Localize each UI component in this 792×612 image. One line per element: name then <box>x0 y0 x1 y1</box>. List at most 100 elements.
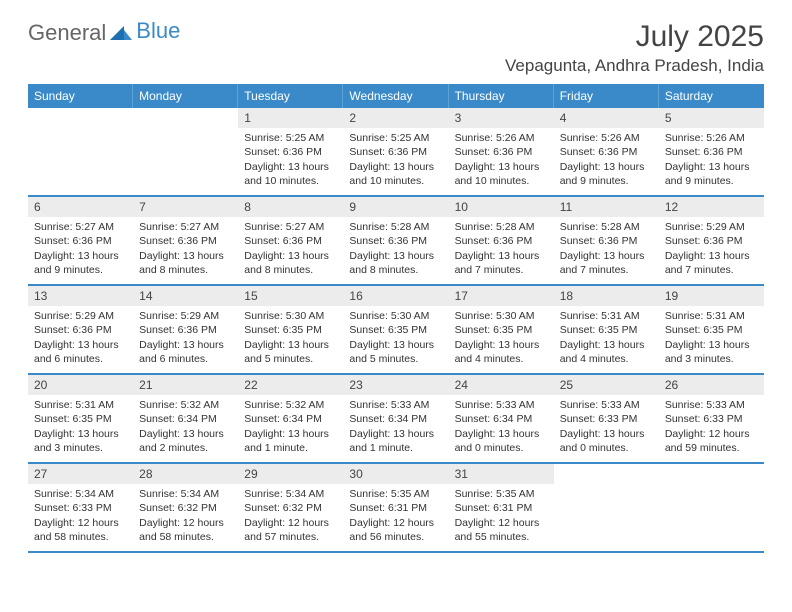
sunset-text: Sunset: 6:36 PM <box>139 234 232 248</box>
sunset-text: Sunset: 6:35 PM <box>34 412 127 426</box>
sunset-text: Sunset: 6:35 PM <box>244 323 337 337</box>
day-details: Sunrise: 5:26 AMSunset: 6:36 PMDaylight:… <box>449 128 554 195</box>
day-number: 19 <box>659 286 764 306</box>
calendar-cell: 12Sunrise: 5:29 AMSunset: 6:36 PMDayligh… <box>659 197 764 284</box>
sunrise-text: Sunrise: 5:34 AM <box>139 487 232 501</box>
sunset-text: Sunset: 6:35 PM <box>560 323 653 337</box>
weekday-label: Monday <box>133 84 238 108</box>
calendar-cell: 28Sunrise: 5:34 AMSunset: 6:32 PMDayligh… <box>133 464 238 551</box>
daylight-text: Daylight: 12 hours and 58 minutes. <box>34 516 127 545</box>
day-details: Sunrise: 5:33 AMSunset: 6:34 PMDaylight:… <box>343 395 448 462</box>
sunset-text: Sunset: 6:34 PM <box>349 412 442 426</box>
daylight-text: Daylight: 13 hours and 9 minutes. <box>560 160 653 189</box>
day-number: 14 <box>133 286 238 306</box>
calendar-week: 27Sunrise: 5:34 AMSunset: 6:33 PMDayligh… <box>28 464 764 553</box>
day-number: 2 <box>343 108 448 128</box>
calendar-cell: 21Sunrise: 5:32 AMSunset: 6:34 PMDayligh… <box>133 375 238 462</box>
daylight-text: Daylight: 13 hours and 8 minutes. <box>139 249 232 278</box>
day-details: Sunrise: 5:34 AMSunset: 6:32 PMDaylight:… <box>238 484 343 551</box>
calendar-cell: 30Sunrise: 5:35 AMSunset: 6:31 PMDayligh… <box>343 464 448 551</box>
sunset-text: Sunset: 6:36 PM <box>139 323 232 337</box>
sunrise-text: Sunrise: 5:33 AM <box>665 398 758 412</box>
day-number: 18 <box>554 286 659 306</box>
sunset-text: Sunset: 6:32 PM <box>244 501 337 515</box>
sunset-text: Sunset: 6:36 PM <box>665 234 758 248</box>
calendar-cell: 1Sunrise: 5:25 AMSunset: 6:36 PMDaylight… <box>238 108 343 195</box>
day-number: 6 <box>28 197 133 217</box>
sunrise-text: Sunrise: 5:28 AM <box>560 220 653 234</box>
weekday-header: SundayMondayTuesdayWednesdayThursdayFrid… <box>28 84 764 108</box>
day-number: 25 <box>554 375 659 395</box>
day-details: Sunrise: 5:30 AMSunset: 6:35 PMDaylight:… <box>343 306 448 373</box>
daylight-text: Daylight: 13 hours and 10 minutes. <box>349 160 442 189</box>
calendar-cell-empty <box>28 108 133 195</box>
day-details: Sunrise: 5:28 AMSunset: 6:36 PMDaylight:… <box>343 217 448 284</box>
day-details: Sunrise: 5:29 AMSunset: 6:36 PMDaylight:… <box>28 306 133 373</box>
daylight-text: Daylight: 12 hours and 59 minutes. <box>665 427 758 456</box>
day-number: 13 <box>28 286 133 306</box>
calendar-cell: 4Sunrise: 5:26 AMSunset: 6:36 PMDaylight… <box>554 108 659 195</box>
day-number: 9 <box>343 197 448 217</box>
sunrise-text: Sunrise: 5:27 AM <box>34 220 127 234</box>
sunset-text: Sunset: 6:31 PM <box>455 501 548 515</box>
daylight-text: Daylight: 13 hours and 4 minutes. <box>560 338 653 367</box>
sunrise-text: Sunrise: 5:29 AM <box>139 309 232 323</box>
daylight-text: Daylight: 13 hours and 0 minutes. <box>455 427 548 456</box>
calendar-cell: 14Sunrise: 5:29 AMSunset: 6:36 PMDayligh… <box>133 286 238 373</box>
calendar-cell: 2Sunrise: 5:25 AMSunset: 6:36 PMDaylight… <box>343 108 448 195</box>
day-number: 5 <box>659 108 764 128</box>
day-details: Sunrise: 5:33 AMSunset: 6:33 PMDaylight:… <box>659 395 764 462</box>
daylight-text: Daylight: 13 hours and 10 minutes. <box>455 160 548 189</box>
day-number: 7 <box>133 197 238 217</box>
day-number: 28 <box>133 464 238 484</box>
day-number: 23 <box>343 375 448 395</box>
day-number: 29 <box>238 464 343 484</box>
sunrise-text: Sunrise: 5:33 AM <box>349 398 442 412</box>
day-number: 24 <box>449 375 554 395</box>
sunset-text: Sunset: 6:36 PM <box>455 234 548 248</box>
sunrise-text: Sunrise: 5:35 AM <box>455 487 548 501</box>
calendar-cell-empty <box>133 108 238 195</box>
daylight-text: Daylight: 13 hours and 10 minutes. <box>244 160 337 189</box>
calendar-cell: 18Sunrise: 5:31 AMSunset: 6:35 PMDayligh… <box>554 286 659 373</box>
day-details: Sunrise: 5:33 AMSunset: 6:34 PMDaylight:… <box>449 395 554 462</box>
sunset-text: Sunset: 6:33 PM <box>665 412 758 426</box>
sunset-text: Sunset: 6:35 PM <box>349 323 442 337</box>
day-details: Sunrise: 5:32 AMSunset: 6:34 PMDaylight:… <box>133 395 238 462</box>
calendar-cell: 27Sunrise: 5:34 AMSunset: 6:33 PMDayligh… <box>28 464 133 551</box>
sunset-text: Sunset: 6:36 PM <box>665 145 758 159</box>
day-details: Sunrise: 5:32 AMSunset: 6:34 PMDaylight:… <box>238 395 343 462</box>
calendar-cell: 9Sunrise: 5:28 AMSunset: 6:36 PMDaylight… <box>343 197 448 284</box>
sunrise-text: Sunrise: 5:27 AM <box>139 220 232 234</box>
day-number: 15 <box>238 286 343 306</box>
day-details: Sunrise: 5:26 AMSunset: 6:36 PMDaylight:… <box>659 128 764 195</box>
sunrise-text: Sunrise: 5:27 AM <box>244 220 337 234</box>
calendar-cell-empty <box>554 464 659 551</box>
day-number: 31 <box>449 464 554 484</box>
sunrise-text: Sunrise: 5:31 AM <box>34 398 127 412</box>
daylight-text: Daylight: 13 hours and 4 minutes. <box>455 338 548 367</box>
sunrise-text: Sunrise: 5:30 AM <box>455 309 548 323</box>
day-details: Sunrise: 5:27 AMSunset: 6:36 PMDaylight:… <box>238 217 343 284</box>
calendar: SundayMondayTuesdayWednesdayThursdayFrid… <box>28 84 764 553</box>
sunrise-text: Sunrise: 5:32 AM <box>244 398 337 412</box>
day-details: Sunrise: 5:27 AMSunset: 6:36 PMDaylight:… <box>28 217 133 284</box>
sunset-text: Sunset: 6:33 PM <box>34 501 127 515</box>
daylight-text: Daylight: 12 hours and 55 minutes. <box>455 516 548 545</box>
weekday-label: Friday <box>554 84 659 108</box>
daylight-text: Daylight: 13 hours and 6 minutes. <box>34 338 127 367</box>
sunrise-text: Sunrise: 5:34 AM <box>244 487 337 501</box>
sunset-text: Sunset: 6:35 PM <box>665 323 758 337</box>
sunset-text: Sunset: 6:34 PM <box>244 412 337 426</box>
sunset-text: Sunset: 6:31 PM <box>349 501 442 515</box>
daylight-text: Daylight: 13 hours and 0 minutes. <box>560 427 653 456</box>
sunrise-text: Sunrise: 5:26 AM <box>560 131 653 145</box>
calendar-cell: 17Sunrise: 5:30 AMSunset: 6:35 PMDayligh… <box>449 286 554 373</box>
weekday-label: Wednesday <box>343 84 448 108</box>
day-number: 1 <box>238 108 343 128</box>
calendar-cell: 13Sunrise: 5:29 AMSunset: 6:36 PMDayligh… <box>28 286 133 373</box>
sunrise-text: Sunrise: 5:25 AM <box>349 131 442 145</box>
day-number: 4 <box>554 108 659 128</box>
sunset-text: Sunset: 6:36 PM <box>244 234 337 248</box>
day-details: Sunrise: 5:31 AMSunset: 6:35 PMDaylight:… <box>554 306 659 373</box>
